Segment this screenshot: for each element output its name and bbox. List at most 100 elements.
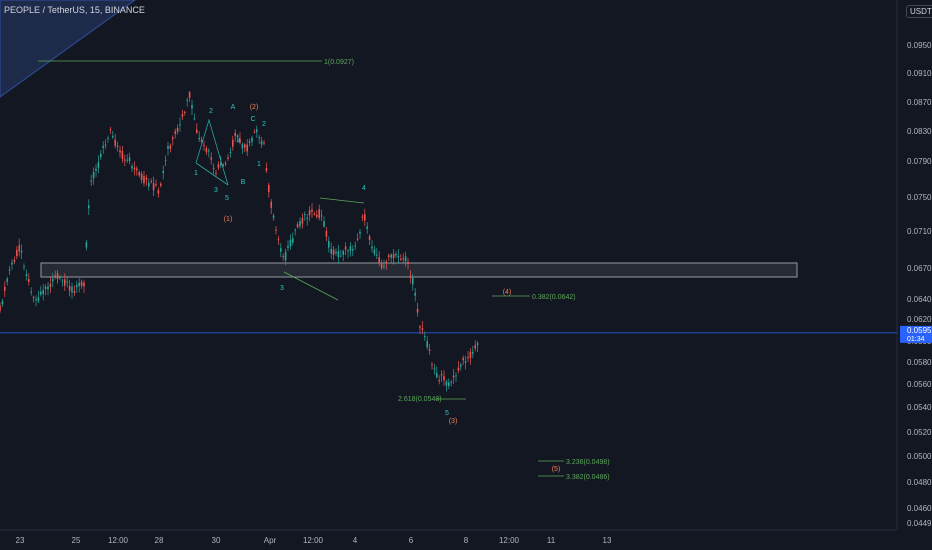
candle-body — [35, 299, 37, 301]
candle-body — [16, 249, 18, 257]
candle-body — [376, 254, 378, 256]
current-price-value: 0.0595 — [907, 326, 932, 335]
candle-body — [80, 281, 83, 286]
candle-body — [200, 139, 203, 142]
time-tick-label: 13 — [603, 536, 612, 545]
wave-label-teal: 4 — [237, 138, 241, 145]
time-tick-label: 8 — [464, 536, 469, 545]
candle-body — [124, 159, 126, 161]
time-tick-label: 12:00 — [499, 536, 520, 545]
candle-body — [66, 281, 68, 283]
price-tick-label: 0.0830 — [907, 127, 932, 136]
candle-body — [248, 141, 251, 143]
candle-body — [299, 221, 301, 227]
candle-body — [8, 269, 11, 271]
wave-label-teal: 4 — [362, 185, 366, 192]
candle-body — [95, 168, 97, 171]
candle-body — [438, 379, 440, 381]
candle-body — [316, 214, 318, 217]
time-tick-label: 12:00 — [303, 536, 324, 545]
candle-body — [49, 283, 52, 287]
candle-body — [354, 245, 356, 247]
wave-label-orange: (4) — [503, 289, 512, 296]
candle-body — [162, 170, 164, 173]
bar-countdown: 01:34 — [907, 336, 925, 343]
candle-body — [464, 361, 467, 363]
candle-body — [157, 190, 160, 194]
candle-body — [148, 182, 150, 187]
wave-triangle-base — [195, 162, 229, 186]
candle-body — [30, 291, 32, 293]
currency-badge[interactable]: USDT — [906, 5, 932, 18]
candle-body — [289, 239, 292, 247]
candle-body — [402, 258, 404, 260]
candle-body — [6, 278, 8, 282]
candle-body — [308, 210, 311, 216]
candle-body — [385, 261, 388, 263]
candle-body — [397, 255, 400, 258]
candles — [0, 90, 479, 392]
candle-body — [462, 357, 464, 361]
candle-body — [311, 209, 313, 212]
candle-body — [296, 224, 299, 228]
candle-body — [426, 341, 428, 348]
candle-body — [196, 129, 198, 133]
candle-body — [455, 375, 457, 377]
candle-body — [390, 254, 392, 258]
candle-body — [61, 280, 64, 282]
candle-body — [260, 141, 263, 145]
fib-level-label: 1(0.0927) — [324, 59, 354, 66]
wave-label-teal: 3 — [214, 187, 218, 194]
candle-body — [152, 183, 155, 191]
candle-body — [440, 374, 443, 376]
candle-body — [347, 250, 349, 252]
wave-label-teal: 3 — [280, 285, 284, 292]
candle-body — [383, 265, 385, 267]
candle-body — [1, 301, 4, 305]
candle-body — [90, 180, 92, 182]
candle-body — [76, 285, 78, 288]
candle-body — [121, 150, 124, 159]
candle-body — [188, 92, 191, 98]
candle-body — [143, 176, 145, 184]
candle-body — [208, 150, 210, 152]
candle-body — [256, 129, 258, 133]
candle-body — [23, 266, 25, 268]
candle-body — [378, 257, 380, 263]
wave-label-teal: 1 — [257, 161, 261, 168]
candle-body — [42, 290, 44, 295]
wave-label-teal: 5 — [225, 195, 229, 202]
candle-body — [107, 138, 109, 140]
candle-body — [102, 145, 104, 148]
candle-body — [371, 246, 373, 249]
wave-label-teal: 1 — [194, 170, 198, 177]
candle-body — [409, 275, 412, 278]
candle-body — [4, 286, 6, 291]
candle-body — [352, 248, 354, 251]
candle-body — [263, 142, 265, 144]
candle-body — [306, 217, 308, 219]
candle-body — [71, 286, 73, 293]
price-tick-label: 0.0560 — [907, 380, 932, 389]
candle-body — [126, 159, 128, 161]
candle-body — [304, 214, 306, 216]
candle-body — [136, 168, 138, 171]
candle-body — [428, 349, 431, 351]
candle-body — [337, 251, 340, 258]
wave-label-teal: 2 — [262, 121, 266, 128]
candle-body — [474, 345, 476, 349]
candle-body — [244, 144, 246, 148]
candle-body — [368, 236, 371, 240]
time-tick-label: 4 — [353, 536, 358, 545]
candle-body — [448, 382, 450, 386]
candle-body — [54, 275, 56, 277]
candle-body — [359, 231, 361, 234]
time-tick-label: 30 — [212, 536, 221, 545]
candle-body — [47, 286, 49, 290]
candle-body — [328, 240, 330, 248]
candle-body — [246, 144, 248, 152]
price-tick-label: 0.0449 — [907, 519, 932, 528]
candle-body — [116, 145, 119, 147]
candle-body — [404, 256, 407, 262]
